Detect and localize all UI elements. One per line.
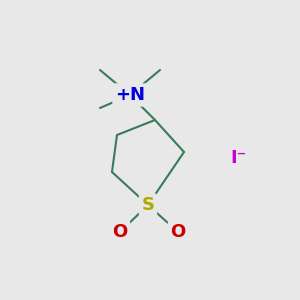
Text: O: O <box>112 223 128 241</box>
Text: O: O <box>170 223 186 241</box>
Text: +N: +N <box>115 86 145 104</box>
Text: S: S <box>142 196 154 214</box>
Text: I⁻: I⁻ <box>230 149 246 167</box>
